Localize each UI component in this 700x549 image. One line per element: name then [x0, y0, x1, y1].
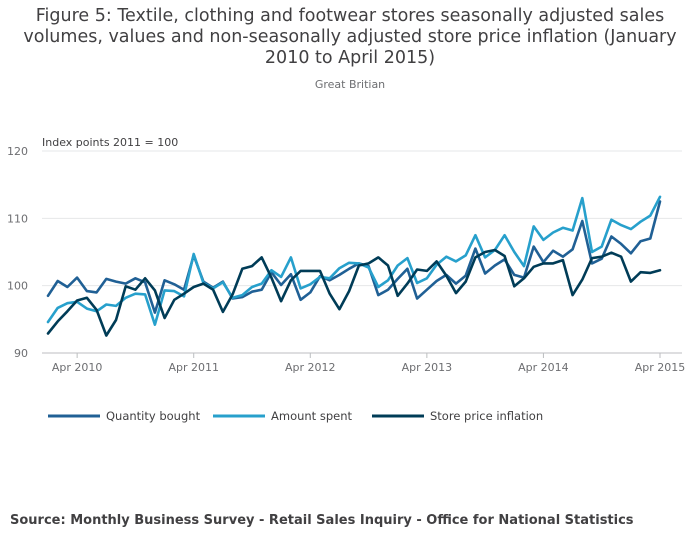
x-tick-label: Apr 2014: [518, 361, 569, 374]
legend: Quantity bought Amount spent Store price i…: [48, 409, 543, 423]
legend-item: Amount spent: [213, 409, 353, 423]
x-tick-label: Apr 2010: [52, 361, 103, 374]
axis-ticks: Index points 2011 = 100 90 100 110 120 Apr 20…: [7, 136, 685, 374]
y-tick-label: 120: [7, 145, 28, 158]
y-axis-label: Index points 2011 = 100: [42, 136, 178, 149]
legend-item: Store price inflation: [372, 409, 543, 423]
x-tick-label: Apr 2013: [402, 361, 453, 374]
x-tick-label: Apr 2012: [285, 361, 336, 374]
legend-item: Quantity bought: [48, 409, 201, 423]
series-line-amount-spent: [46, 195, 662, 327]
gridlines: [42, 150, 682, 354]
chart-title: Figure 5: Textile, clothing and footwear…: [23, 6, 677, 68]
legend-label: Quantity bought: [106, 409, 201, 423]
series-line-store-price-inflation: [46, 248, 662, 337]
series-line-quantity-bought: [46, 200, 662, 314]
chart-subtitle: Great Britian: [314, 78, 386, 91]
legend-label: Amount spent: [271, 409, 353, 423]
y-tick-label: 90: [14, 347, 28, 360]
y-tick-label: 100: [7, 280, 28, 293]
legend-label: Store price inflation: [430, 409, 543, 423]
source-note: Source: Monthly Business Survey - Retail…: [10, 513, 634, 528]
y-tick-label: 110: [7, 212, 28, 225]
series-lines: [46, 195, 662, 337]
x-tick-label: Apr 2011: [168, 361, 219, 374]
x-tick-label: Apr 2015: [635, 361, 686, 374]
